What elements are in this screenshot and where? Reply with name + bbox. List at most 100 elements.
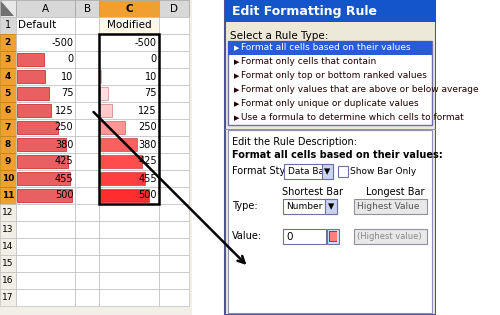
Text: Longest Bar: Longest Bar	[366, 187, 424, 197]
Bar	[16, 102, 75, 119]
Bar	[158, 136, 189, 153]
Text: (Highest value): (Highest value)	[358, 232, 422, 241]
Bar	[0, 255, 16, 272]
Text: 5: 5	[4, 89, 11, 98]
Text: Format all cells based on their values:: Format all cells based on their values:	[232, 150, 442, 160]
Bar	[75, 102, 100, 119]
Bar	[0, 0, 192, 315]
Bar	[158, 289, 189, 306]
Bar	[158, 255, 189, 272]
Bar	[100, 155, 142, 168]
Bar	[16, 272, 75, 289]
Text: ▶: ▶	[234, 101, 239, 107]
Text: 380: 380	[138, 140, 157, 150]
Text: -500: -500	[51, 37, 73, 48]
Text: 16: 16	[2, 276, 14, 285]
Bar	[16, 138, 66, 151]
Bar	[100, 121, 124, 134]
Text: 13: 13	[2, 225, 14, 234]
Bar	[354, 229, 428, 244]
Bar	[100, 189, 149, 202]
Bar	[158, 153, 189, 170]
Bar	[16, 104, 51, 117]
Bar	[225, 129, 436, 130]
Text: 17: 17	[2, 293, 14, 302]
Bar	[100, 272, 158, 289]
Bar	[0, 17, 16, 34]
Bar	[0, 272, 16, 289]
Bar	[75, 238, 100, 255]
Bar	[75, 17, 100, 34]
Bar	[322, 164, 333, 179]
Bar	[100, 51, 158, 68]
Bar	[0, 119, 16, 136]
Bar	[158, 272, 189, 289]
Text: 75: 75	[60, 89, 73, 99]
Text: ▶: ▶	[234, 87, 239, 93]
Bar	[100, 34, 158, 51]
Text: 9: 9	[4, 157, 11, 166]
Bar	[75, 153, 100, 170]
Bar	[325, 199, 336, 214]
Bar	[0, 0, 16, 17]
Text: 2: 2	[4, 38, 11, 47]
Bar	[16, 187, 75, 204]
Bar	[158, 17, 189, 34]
Text: 7: 7	[4, 123, 11, 132]
Bar	[158, 238, 189, 255]
Bar	[75, 255, 100, 272]
Bar	[16, 153, 75, 170]
Bar	[75, 170, 100, 187]
Bar	[16, 119, 75, 136]
Bar	[327, 229, 339, 244]
Bar	[75, 272, 100, 289]
Bar	[100, 85, 158, 102]
Bar	[16, 87, 48, 100]
Text: 10: 10	[61, 72, 73, 82]
Text: ▾: ▾	[328, 200, 334, 213]
Bar	[228, 41, 432, 55]
Text: Modified: Modified	[106, 20, 152, 31]
Bar	[282, 229, 326, 244]
Bar	[158, 34, 189, 51]
Text: 75: 75	[144, 89, 157, 99]
Bar	[100, 187, 158, 204]
Bar	[100, 238, 158, 255]
Bar	[16, 34, 75, 51]
Bar	[100, 87, 107, 100]
Bar	[100, 289, 158, 306]
Bar	[16, 221, 75, 238]
Text: Edit the Rule Description:: Edit the Rule Description:	[232, 137, 357, 147]
Bar	[16, 189, 72, 202]
Text: 1: 1	[5, 20, 11, 31]
Text: Format Style:: Format Style:	[232, 166, 297, 176]
Bar	[158, 85, 189, 102]
Text: 10: 10	[2, 174, 14, 183]
Text: Highest Value: Highest Value	[358, 202, 420, 211]
Bar	[16, 53, 44, 66]
Bar	[75, 289, 100, 306]
Text: Default: Default	[18, 20, 57, 31]
Bar	[0, 68, 16, 85]
Bar	[158, 51, 189, 68]
Bar	[16, 17, 75, 34]
Bar	[100, 102, 158, 119]
Bar	[158, 170, 189, 187]
Text: Use a formula to determine which cells to format: Use a formula to determine which cells t…	[240, 113, 464, 123]
Bar	[100, 170, 158, 187]
Bar	[0, 204, 16, 221]
Bar	[158, 0, 189, 17]
Bar	[16, 121, 58, 134]
Text: 125: 125	[138, 106, 157, 116]
Bar	[158, 119, 189, 136]
Bar	[100, 68, 158, 85]
Bar	[75, 68, 100, 85]
Text: Data Bar: Data Bar	[288, 167, 328, 176]
Bar	[75, 51, 100, 68]
Bar	[0, 136, 16, 153]
Text: 10: 10	[144, 72, 157, 82]
Text: 125: 125	[54, 106, 73, 116]
Text: 0: 0	[151, 54, 157, 65]
Bar	[16, 85, 75, 102]
Bar	[16, 68, 75, 85]
